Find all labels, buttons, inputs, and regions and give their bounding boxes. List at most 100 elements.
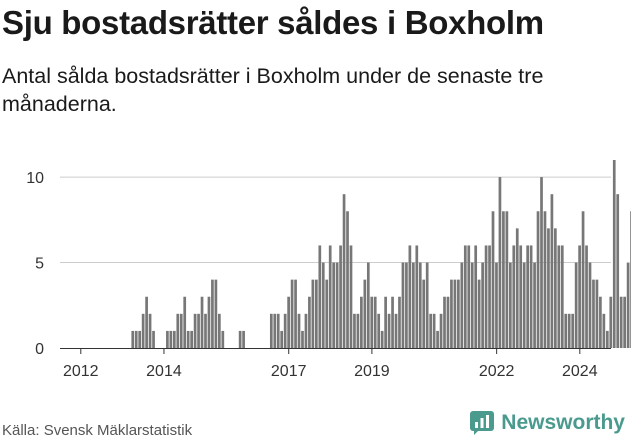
bar <box>457 279 460 348</box>
bar <box>529 245 533 348</box>
bar <box>211 279 214 348</box>
bar <box>602 313 606 348</box>
bar <box>477 279 481 348</box>
bar <box>498 177 502 348</box>
bar <box>287 296 290 348</box>
bar <box>332 262 336 348</box>
bar <box>560 245 564 348</box>
y-tick-label-0: 0 <box>35 341 44 358</box>
bar <box>131 330 135 348</box>
y-tick-label-10: 10 <box>26 170 44 187</box>
x-tick-label-2019: 2019 <box>354 363 390 380</box>
bar <box>207 296 211 348</box>
bar <box>515 228 519 348</box>
bar <box>581 211 585 348</box>
bar <box>356 313 360 348</box>
bar <box>328 245 332 348</box>
bar <box>283 313 287 348</box>
bar <box>508 262 512 348</box>
bar <box>450 279 453 348</box>
bar-chart: 05102012201420172019202220247 <box>26 160 631 380</box>
bar <box>626 262 630 348</box>
bar <box>418 262 422 348</box>
bar <box>311 279 315 348</box>
bar <box>571 313 575 348</box>
x-tick-label-2024: 2024 <box>562 363 598 380</box>
bar <box>387 313 391 348</box>
bar <box>436 330 439 348</box>
bar <box>141 313 145 348</box>
bar <box>138 330 142 348</box>
bar <box>366 262 370 348</box>
bar <box>512 245 516 348</box>
bar <box>280 330 284 348</box>
bar <box>446 296 450 348</box>
bar <box>595 279 599 348</box>
bar <box>495 262 498 348</box>
bar <box>609 296 613 348</box>
bar <box>321 262 325 348</box>
bar <box>349 245 353 348</box>
bar <box>273 313 277 348</box>
bar <box>183 296 187 348</box>
bar <box>190 330 193 348</box>
bar <box>550 194 554 348</box>
bar <box>422 279 426 348</box>
bar <box>342 194 346 348</box>
bar <box>599 296 602 348</box>
bar <box>411 262 415 348</box>
bar <box>218 313 221 348</box>
bar <box>401 262 405 348</box>
x-axis <box>60 348 611 354</box>
bar <box>543 211 547 348</box>
bar <box>186 330 190 348</box>
bar <box>193 313 197 348</box>
bar <box>290 279 294 348</box>
bar <box>415 245 419 348</box>
bar <box>394 313 398 348</box>
bar <box>200 296 204 348</box>
bar <box>297 313 301 348</box>
bar <box>301 330 304 348</box>
bar <box>470 262 474 348</box>
bar <box>405 262 408 348</box>
bar <box>269 313 273 348</box>
bar <box>519 245 523 348</box>
bar <box>370 296 374 348</box>
labels: 05102012201420172019202220247 <box>26 170 598 380</box>
bar <box>242 330 245 348</box>
bar <box>179 313 183 348</box>
bar <box>391 296 394 348</box>
bar <box>467 245 471 348</box>
bar <box>304 313 308 348</box>
bar <box>377 313 381 348</box>
bar <box>408 245 412 348</box>
bar <box>522 262 526 348</box>
bar <box>308 296 311 348</box>
bar <box>564 313 568 348</box>
bar <box>439 313 443 348</box>
newsworthy-icon <box>470 411 495 435</box>
bar <box>533 262 536 348</box>
bar <box>460 262 464 348</box>
bar <box>353 313 356 348</box>
chart-subtitle: Antal sålda bostadsrätter i Boxholm unde… <box>2 64 544 116</box>
y-tick-label-5: 5 <box>35 256 44 273</box>
bar <box>169 330 173 348</box>
bar <box>502 211 505 348</box>
bar <box>238 330 242 348</box>
x-tick-label-2014: 2014 <box>146 363 182 380</box>
bar <box>325 279 329 348</box>
bar <box>432 313 436 348</box>
bar <box>294 279 297 348</box>
bar <box>605 330 609 348</box>
newsworthy-logo[interactable]: Newsworthy <box>469 410 625 436</box>
bar <box>339 245 342 348</box>
bar <box>481 262 484 348</box>
bar <box>574 262 578 348</box>
bar <box>623 296 626 348</box>
bar <box>505 211 509 348</box>
source-note: Källa: Svensk Mäklarstatistik <box>2 422 193 439</box>
bar <box>145 296 148 348</box>
bar <box>398 296 401 348</box>
